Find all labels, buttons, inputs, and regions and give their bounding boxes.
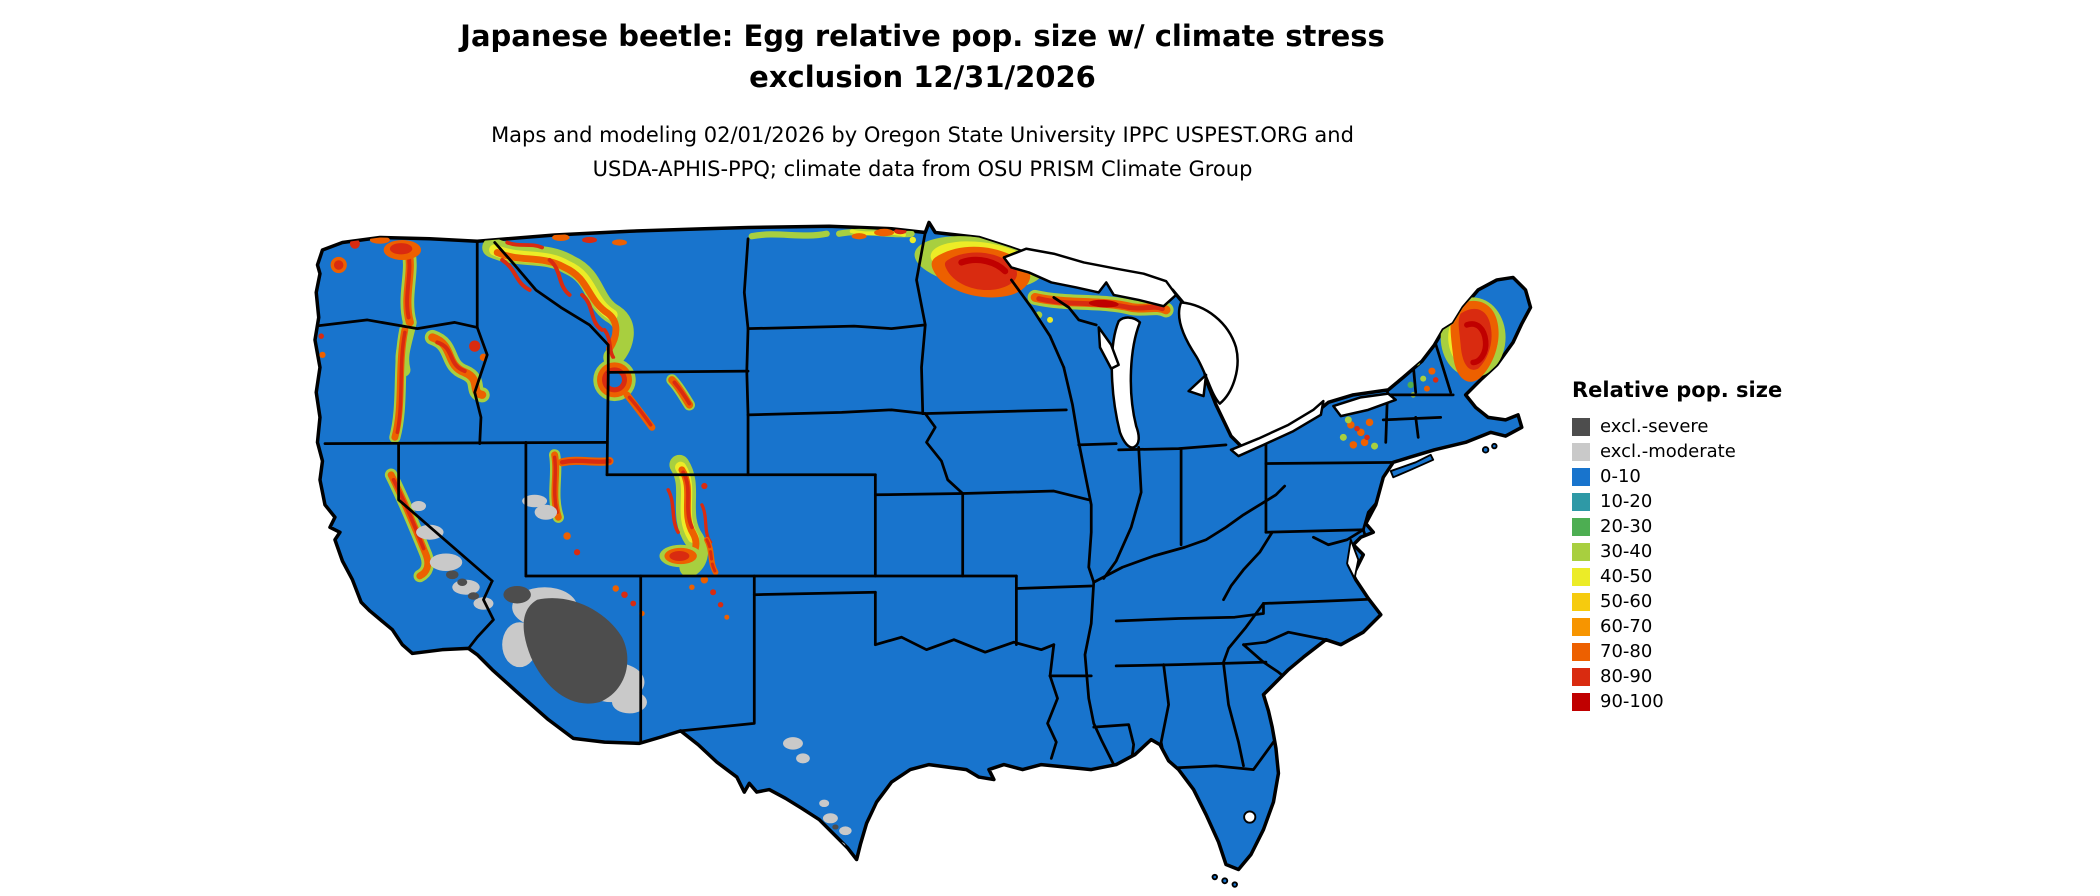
legend-swatch (1572, 692, 1590, 711)
map-subtitle: Maps and modeling 02/01/2026 by Oregon S… (0, 118, 1845, 186)
subtitle-line-1: Maps and modeling 02/01/2026 by Oregon S… (491, 123, 1354, 147)
legend-swatch (1572, 567, 1590, 586)
legend-label: excl.-moderate (1600, 441, 1736, 462)
legend-swatch (1572, 467, 1590, 486)
chesapeake-bay (1346, 538, 1360, 580)
legend-label: 30-40 (1600, 541, 1653, 562)
hotspot-northern-plains (748, 228, 915, 240)
legend-label: 60-70 (1600, 616, 1653, 637)
lake-erie (1229, 399, 1325, 458)
legend-title: Relative pop. size (1572, 378, 1783, 402)
lake-superior (1002, 247, 1178, 308)
legend-swatch (1572, 642, 1590, 661)
exclusion-texas (782, 737, 852, 850)
legend-item: 70-80 (1572, 639, 1782, 664)
conus-map-svg (313, 220, 1533, 888)
legend-label: 50-60 (1600, 591, 1653, 612)
hotspot-new-mexico (689, 575, 730, 620)
lake-ontario (1332, 392, 1397, 418)
legend-item: 90-100 (1572, 689, 1782, 714)
legend-items: excl.-severe excl.-moderate 0-10 10-20 20-30… (1572, 414, 1782, 714)
legend-label: 20-30 (1600, 516, 1653, 537)
lake-okeechobee (1243, 810, 1257, 824)
legend-swatch (1572, 592, 1590, 611)
nantucket-island (1481, 446, 1490, 454)
hotspot-layer (318, 228, 1506, 850)
lake-michigan (1110, 316, 1142, 449)
us-distribution-map (305, 205, 1553, 892)
legend-label: 0-10 (1600, 466, 1641, 487)
islands (1211, 442, 1498, 888)
florida-keys (1221, 877, 1229, 885)
legend-item: 50-60 (1572, 589, 1782, 614)
legend-swatch (1572, 542, 1590, 561)
saginaw-bay (1187, 373, 1208, 398)
green-bay (1097, 326, 1120, 370)
legend-item: 40-50 (1572, 564, 1782, 589)
legend-item: excl.-moderate (1572, 439, 1782, 464)
legend-label: 40-50 (1600, 566, 1653, 587)
legend-item: excl.-severe (1572, 414, 1782, 439)
legend-label: 70-80 (1600, 641, 1653, 662)
legend-swatch (1572, 442, 1590, 461)
hotspot-northern-rockies (482, 233, 634, 368)
legend-swatch (1572, 517, 1590, 536)
long-island (1389, 453, 1435, 479)
hotspot-pacific-northwest (318, 236, 490, 443)
subtitle-line-2: USDA-APHIS-PPQ; climate data from OSU PR… (592, 157, 1253, 181)
legend-label: 80-90 (1600, 666, 1653, 687)
legend-label: excl.-severe (1600, 416, 1709, 437)
legend-swatch (1572, 492, 1590, 511)
legend-item: 30-40 (1572, 539, 1782, 564)
legend-item: 20-30 (1572, 514, 1782, 539)
legend-swatch (1572, 417, 1590, 436)
florida-keys (1231, 881, 1238, 888)
legend-swatch (1572, 617, 1590, 636)
legend-item: 10-20 (1572, 489, 1782, 514)
legend-item: 60-70 (1572, 614, 1782, 639)
legend-label: 90-100 (1600, 691, 1664, 712)
map-legend: Relative pop. size excl.-severe excl.-mod… (1572, 378, 1782, 714)
exclusion-great-basin (411, 494, 558, 610)
exclusion-arizona (502, 585, 647, 714)
florida-keys (1211, 873, 1218, 881)
legend-label: 10-20 (1600, 491, 1653, 512)
hotspot-colorado-rockies (659, 454, 719, 578)
title-line-1: Japanese beetle: Egg relative pop. size … (460, 19, 1385, 53)
marthas-vineyard-island (1491, 442, 1498, 450)
legend-item: 0-10 (1572, 464, 1782, 489)
legend-item: 80-90 (1572, 664, 1782, 689)
lake-huron (1177, 301, 1239, 405)
legend-swatch (1572, 667, 1590, 686)
title-line-2: exclusion 12/31/2026 (749, 60, 1096, 94)
great-lakes (1002, 247, 1397, 824)
us-landmass (313, 220, 1533, 872)
hotspot-adirondacks (1339, 416, 1379, 450)
map-title: Japanese beetle: Egg relative pop. size … (0, 16, 1845, 98)
